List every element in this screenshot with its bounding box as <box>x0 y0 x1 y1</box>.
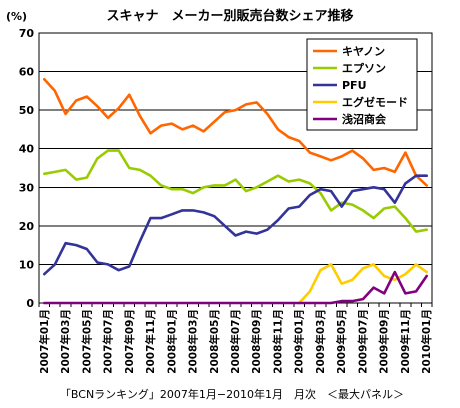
x-tick-label: 2008年09月 <box>250 309 263 374</box>
y-tick-label: 20 <box>19 220 35 233</box>
y-tick-label: 0 <box>26 297 34 310</box>
x-tick-label: 2007年05月 <box>80 309 93 374</box>
x-tick-label: 2007年03月 <box>59 309 72 374</box>
x-tick-label: 2010年01月 <box>420 309 433 374</box>
x-tick-label: 2008年05月 <box>208 309 221 374</box>
x-tick-label: 2009年05月 <box>335 309 348 374</box>
y-tick-label: 10 <box>19 258 35 271</box>
plot-area: 0 10 20 30 40 50 60 70 2007年01月 2007年03月 2007年05月 2… <box>19 27 434 374</box>
x-tick-label: 2007年01月 <box>38 309 51 374</box>
y-tick-label: 30 <box>19 181 35 194</box>
x-tick-label: 2009年07月 <box>356 309 369 374</box>
series-line <box>43 270 428 305</box>
x-tick-label: 2007年07月 <box>102 309 115 374</box>
y-tick-label: 50 <box>19 104 35 117</box>
x-tick-label: 2007年11月 <box>144 309 157 374</box>
x-tick-label: 2008年01月 <box>165 309 178 374</box>
y-tick-label: 40 <box>19 143 35 156</box>
series-line <box>297 263 428 305</box>
legend-label: キヤノン <box>342 45 385 58</box>
y-tick-label: 60 <box>19 66 35 79</box>
chart-title: スキャナ メーカー別販売台数シェア推移 <box>106 8 353 24</box>
series-line <box>43 174 428 276</box>
x-tick-label: 2007年09月 <box>123 309 136 374</box>
x-tick-label: 2008年07月 <box>229 309 242 374</box>
legend-label: PFU <box>342 79 367 92</box>
source-note: 「BCNランキング」2007年1月−2010年1月 月次 ＜最大パネル＞ <box>60 387 404 401</box>
y-axis-unit: (%) <box>6 10 27 23</box>
series-line <box>43 78 428 187</box>
x-tick-label: 2008年11月 <box>271 309 284 374</box>
legend-label: エグゼモード <box>342 95 408 109</box>
y-tick-label: 70 <box>19 27 35 40</box>
x-tick-label: 2009年09月 <box>378 309 391 374</box>
x-tick-label: 2009年01月 <box>293 309 306 374</box>
x-tick-label: 2008年03月 <box>187 309 200 374</box>
legend-label: エプソン <box>342 61 386 75</box>
series-line <box>43 149 428 233</box>
legend-label: 浅沼商会 <box>342 112 387 126</box>
x-tick-label: 2009年03月 <box>314 309 327 374</box>
x-tick-label: 2009年11月 <box>399 309 412 374</box>
